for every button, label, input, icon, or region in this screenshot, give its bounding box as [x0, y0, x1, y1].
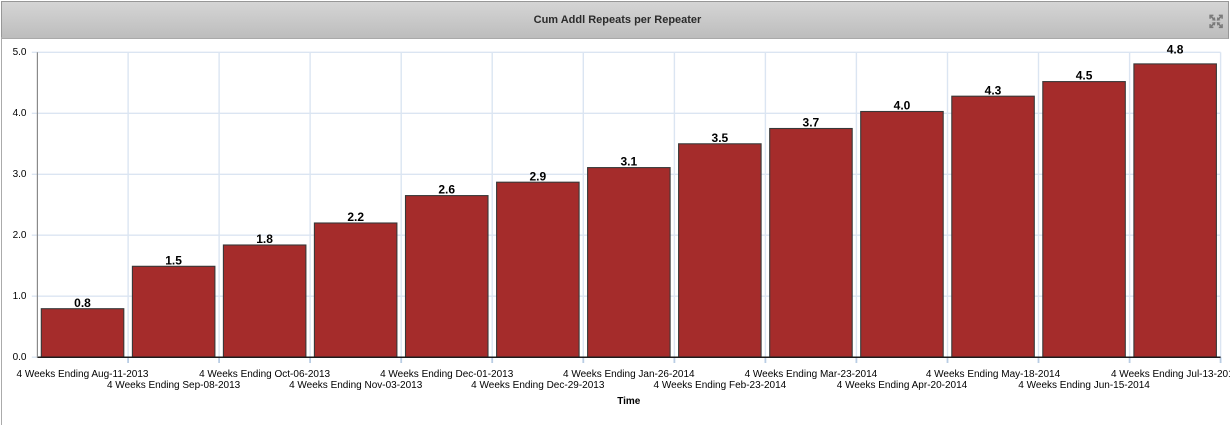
svg-text:4 Weeks Ending Feb-23-2014: 4 Weeks Ending Feb-23-2014 [654, 380, 787, 391]
svg-text:4 Weeks Ending Nov-03-2013: 4 Weeks Ending Nov-03-2013 [289, 380, 423, 391]
svg-text:4 Weeks Ending Apr-20-2014: 4 Weeks Ending Apr-20-2014 [837, 380, 968, 391]
svg-text:4 Weeks Ending Jan-26-2014: 4 Weeks Ending Jan-26-2014 [563, 369, 695, 380]
svg-text:Cum Addl Repeats per Repeater: Cum Addl Repeats per Repeater [534, 14, 702, 26]
svg-text:2.0: 2.0 [13, 230, 27, 241]
svg-text:1.0: 1.0 [13, 291, 27, 302]
svg-text:4.0: 4.0 [13, 108, 27, 119]
svg-text:4 Weeks Ending Aug-11-2013: 4 Weeks Ending Aug-11-2013 [17, 369, 149, 380]
svg-text:4.0: 4.0 [894, 99, 911, 113]
svg-text:2.9: 2.9 [529, 169, 546, 183]
svg-text:4.3: 4.3 [985, 83, 1002, 97]
svg-text:4 Weeks Ending May-18-2014: 4 Weeks Ending May-18-2014 [926, 369, 1061, 380]
svg-text:3.7: 3.7 [803, 116, 820, 130]
svg-text:2.6: 2.6 [438, 183, 455, 197]
svg-text:0.8: 0.8 [74, 296, 91, 310]
svg-text:4 Weeks Ending Jul-13-2014: 4 Weeks Ending Jul-13-2014 [1111, 369, 1230, 380]
svg-text:Time: Time [617, 396, 641, 407]
svg-text:4 Weeks Ending Jun-15-2014: 4 Weeks Ending Jun-15-2014 [1018, 380, 1150, 391]
svg-text:4.5: 4.5 [1076, 69, 1093, 83]
svg-text:4 Weeks Ending Mar-23-2014: 4 Weeks Ending Mar-23-2014 [745, 369, 878, 380]
svg-text:4 Weeks Ending Sep-08-2013: 4 Weeks Ending Sep-08-2013 [107, 380, 241, 391]
svg-text:1.5: 1.5 [165, 253, 182, 267]
svg-text:3.0: 3.0 [13, 169, 27, 180]
svg-text:2.2: 2.2 [347, 210, 364, 224]
svg-text:1.8: 1.8 [256, 232, 273, 246]
svg-text:4 Weeks Ending Dec-29-2013: 4 Weeks Ending Dec-29-2013 [471, 380, 605, 391]
svg-text:4 Weeks Ending Oct-06-2013: 4 Weeks Ending Oct-06-2013 [199, 369, 330, 380]
svg-text:4 Weeks Ending Dec-01-2013: 4 Weeks Ending Dec-01-2013 [380, 369, 514, 380]
svg-text:5.0: 5.0 [13, 47, 27, 58]
svg-text:4.8: 4.8 [1167, 43, 1184, 57]
svg-text:3.1: 3.1 [620, 155, 637, 169]
svg-text:3.5: 3.5 [712, 131, 729, 145]
svg-text:0.0: 0.0 [13, 352, 27, 363]
